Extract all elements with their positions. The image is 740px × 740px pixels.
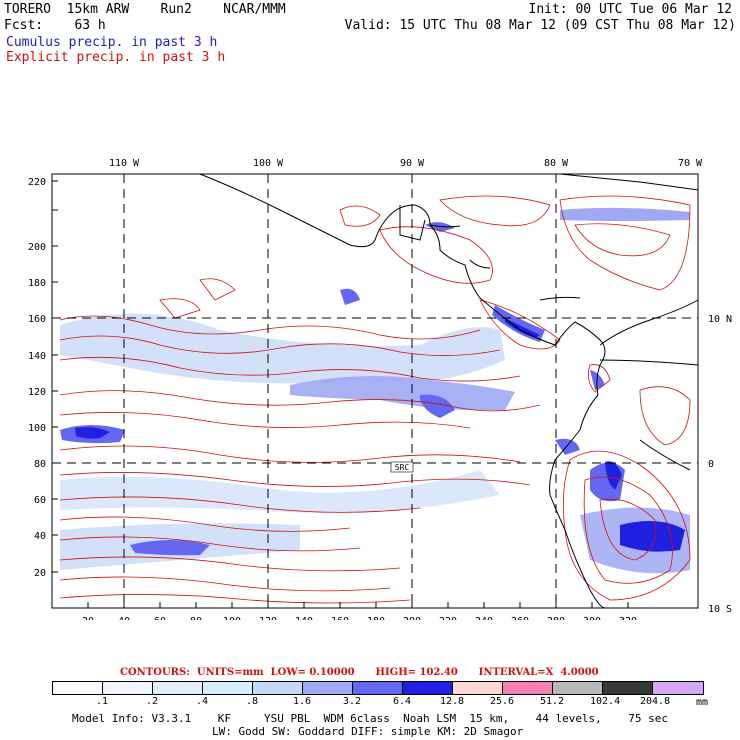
x-tick-label: 20 xyxy=(82,616,94,620)
x-tick-label: 320 xyxy=(619,616,637,620)
y-tick-label: 200 xyxy=(28,242,46,253)
lon-label-90w: 90 W xyxy=(400,158,425,169)
model-info-line1: Model Info: V3.3.1 KF YSU PBL WDM 6class… xyxy=(72,712,669,725)
y-tick-label: 180 xyxy=(28,278,46,289)
y-tick-label: 160 xyxy=(28,314,46,325)
x-tick-label: 280 xyxy=(547,616,565,620)
init-time: Init: 00 UTC Tue 06 Mar 12 xyxy=(528,2,733,17)
y-tick-label: 60 xyxy=(34,495,46,506)
lat-label-0: 0 xyxy=(708,459,714,470)
color-scale-value: 6.4 xyxy=(392,696,412,707)
color-scale-value: 3.2 xyxy=(342,696,362,707)
lon-label-70w: 70 W xyxy=(678,158,703,169)
x-tick-label: 40 xyxy=(118,616,130,620)
color-scale-box xyxy=(403,682,453,694)
model-info: Model Info: V3.3.1 KF YSU PBL WDM 6class… xyxy=(72,712,668,738)
forecast-hour: Fcst: 63 h xyxy=(4,18,106,33)
x-tick-label: 100 xyxy=(223,616,241,620)
station-marker: SRC xyxy=(390,461,414,473)
y-tick-label: 40 xyxy=(34,531,46,542)
y-tick-label: 100 xyxy=(28,423,46,434)
color-scale-value: 1.6 xyxy=(292,696,312,707)
x-tick-label: 200 xyxy=(403,616,421,620)
y-tick-label: 120 xyxy=(28,387,46,398)
lon-label-80w: 80 W xyxy=(544,158,569,169)
color-scale-bar xyxy=(52,681,704,695)
lon-label-100w: 100 W xyxy=(253,158,284,169)
x-tick-label: 120 xyxy=(259,616,277,620)
x-tick-label: 80 xyxy=(190,616,202,620)
precip-map: 110 W 100 W 90 W 80 W 70 W 10 N 0 10 S 2… xyxy=(28,158,732,620)
x-axis-ticks xyxy=(87,602,629,608)
x-tick-label: 300 xyxy=(583,616,601,620)
coastlines xyxy=(199,173,699,609)
contour-caption: CONTOURS: UNITS=mm LOW= 0.10000 HIGH= 10… xyxy=(120,667,599,678)
x-tick-label: 240 xyxy=(475,616,493,620)
color-scale-value: 25.6 xyxy=(490,696,515,707)
latlon-grid xyxy=(52,174,698,608)
explicit-precip-contours xyxy=(59,195,691,604)
x-tick-label: 60 xyxy=(154,616,166,620)
lon-label-110w: 110 W xyxy=(109,158,140,169)
color-scale-box xyxy=(553,682,603,694)
color-scale-box xyxy=(253,682,303,694)
y-axis-ticks xyxy=(52,180,58,573)
color-scale-box xyxy=(653,682,703,694)
cumulus-precip-label: Cumulus precip. in past 3 h xyxy=(6,35,218,50)
y-tick-label: 20 xyxy=(34,568,46,579)
model-info-line2: LW: Godd SW: Goddard DIFF: simple KM: 2D… xyxy=(212,725,524,738)
color-scale-value: 12.8 xyxy=(440,696,465,707)
color-scale-value: .4 xyxy=(195,696,209,707)
x-tick-label: 160 xyxy=(331,616,349,620)
explicit-precip-label: Explicit precip. in past 3 h xyxy=(6,50,226,65)
lat-label-10n: 10 N xyxy=(708,314,732,325)
longitude-labels: 110 W 100 W 90 W 80 W 70 W xyxy=(109,158,703,169)
color-scale-box xyxy=(53,682,103,694)
x-tick-label: 220 xyxy=(439,616,457,620)
color-scale-box xyxy=(153,682,203,694)
y-axis-labels: 20 40 60 80 100 120 140 160 180 200 220 xyxy=(28,177,46,579)
color-scale-box xyxy=(453,682,503,694)
station-label: SRC xyxy=(395,463,410,472)
model-run-title: TORERO 15km ARW Run2 NCAR/MMM xyxy=(4,2,286,17)
color-scale-value: 102.4 xyxy=(590,696,621,707)
color-scale-value: .2 xyxy=(145,696,159,707)
x-tick-label: 180 xyxy=(367,616,385,620)
y-tick-label: 220 xyxy=(28,177,46,188)
color-scale-box xyxy=(353,682,403,694)
x-axis-labels: 20 40 60 80 100 120 140 160 180 200 220 … xyxy=(82,616,637,620)
color-scale-value: .8 xyxy=(245,696,259,707)
color-scale-value: .1 xyxy=(95,696,109,707)
latitude-labels: 10 N 0 10 S xyxy=(708,314,732,615)
color-scale-box xyxy=(303,682,353,694)
color-scale-box xyxy=(103,682,153,694)
color-scale-box xyxy=(503,682,553,694)
color-scale-unit: mm xyxy=(696,697,709,708)
x-tick-label: 140 xyxy=(295,616,313,620)
color-scale-value: 204.8 xyxy=(640,696,671,707)
y-tick-label: 140 xyxy=(28,351,46,362)
color-scale-box xyxy=(203,682,253,694)
x-tick-label: 260 xyxy=(511,616,529,620)
lat-label-10s: 10 S xyxy=(708,604,732,615)
valid-time: Valid: 15 UTC Thu 08 Mar 12 (09 CST Thu … xyxy=(344,18,736,33)
y-tick-label: 80 xyxy=(34,459,46,470)
color-scale-box xyxy=(603,682,653,694)
color-scale-value: 51.2 xyxy=(540,696,565,707)
